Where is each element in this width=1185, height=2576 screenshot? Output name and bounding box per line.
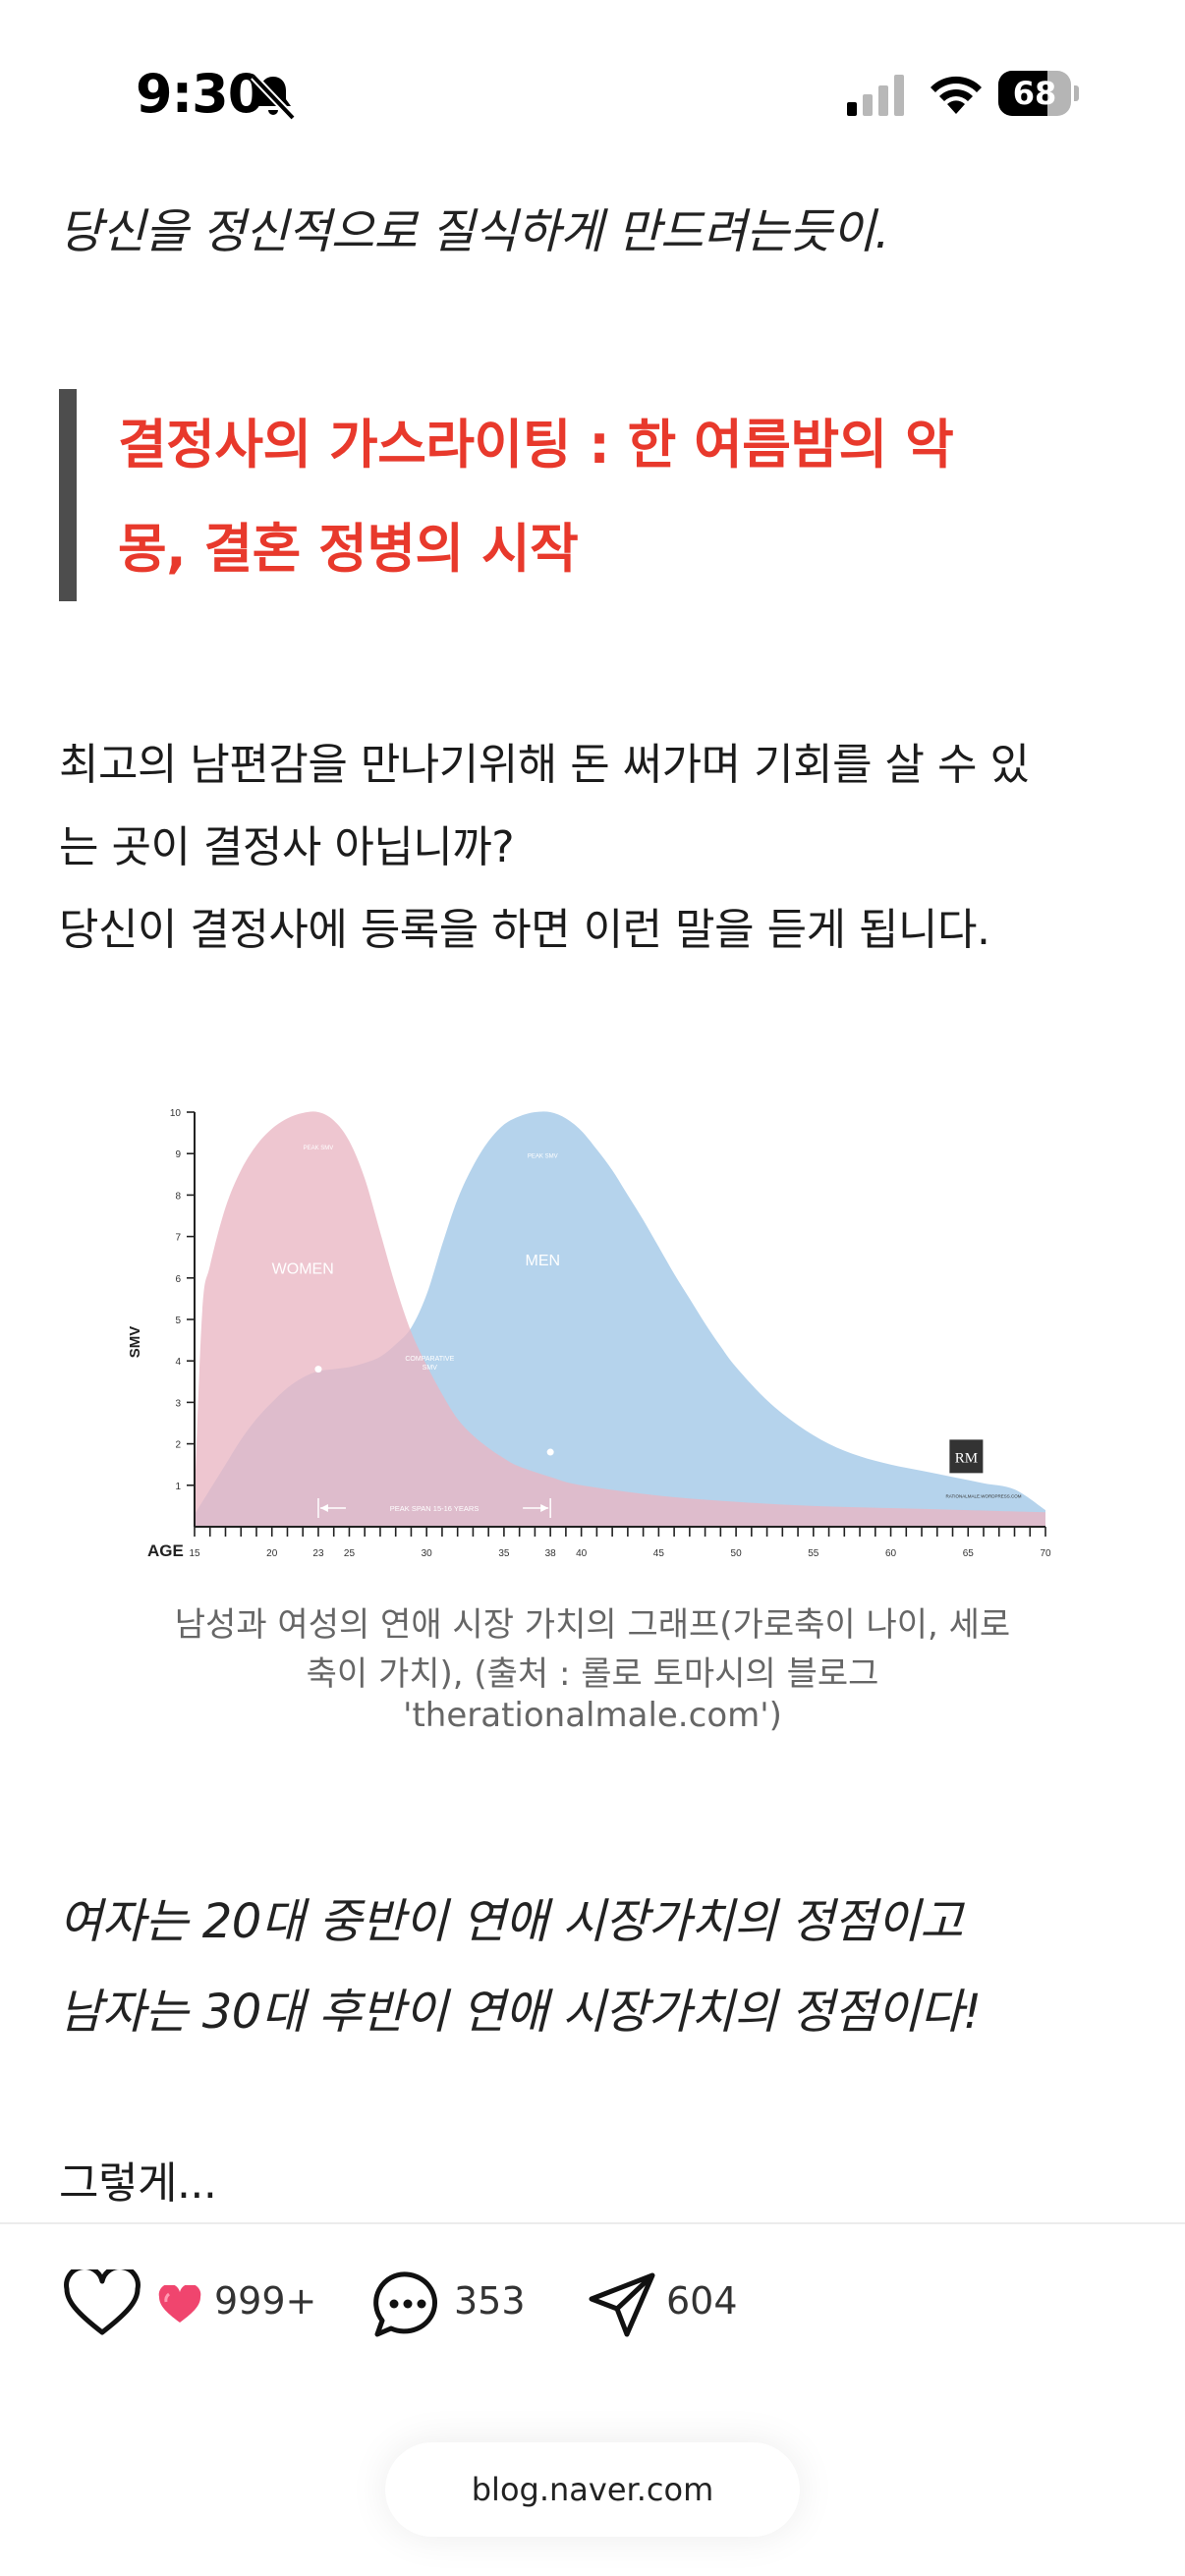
y-axis-label: SMV xyxy=(127,1326,143,1359)
url-bar[interactable]: blog.naver.com xyxy=(385,2442,800,2537)
peak-span-label: PEAK SPAN 15-16 YEARS xyxy=(390,1504,480,1513)
x-tick-label: 25 xyxy=(344,1548,356,1559)
watermark-text: RM xyxy=(955,1450,978,1466)
comment-button[interactable]: 353 xyxy=(371,2262,529,2340)
x-tick-label: 55 xyxy=(808,1548,819,1559)
peak-marker xyxy=(546,1448,554,1456)
y-tick-label: 4 xyxy=(175,1357,181,1368)
x-tick-label: 65 xyxy=(963,1548,975,1559)
x-tick-label: 30 xyxy=(422,1548,433,1559)
crossover-label: SMV xyxy=(423,1365,438,1372)
y-tick-label: 7 xyxy=(175,1233,181,1244)
x-tick-label: 50 xyxy=(731,1548,743,1559)
x-tick-label: 40 xyxy=(576,1548,588,1559)
heart-reaction-icon xyxy=(158,2285,201,2323)
closing-line: 그렇게... xyxy=(59,2158,217,2209)
peak-span-arrowhead-right xyxy=(540,1504,549,1513)
comment-count: 353 xyxy=(454,2279,526,2323)
x-tick-label: 70 xyxy=(1040,1548,1051,1559)
peak-label-women: PEAK SMV xyxy=(304,1146,334,1151)
wifi-icon xyxy=(931,76,982,114)
watermark-badge xyxy=(949,1439,984,1474)
battery-level: 68 xyxy=(1012,75,1057,112)
smv-chart[interactable]: 15 20 23 25 30 35 38 40 45 50 55 60 65 70 1 2 3 4 5 6 7 8 9 10 A… xyxy=(118,1106,1061,1588)
x-tick-label: 23 xyxy=(312,1548,324,1559)
y-tick-label: 8 xyxy=(175,1191,181,1202)
heart-outline-icon xyxy=(64,2269,141,2335)
italic-line-1: 여자는 20대 중반이 연애 시장가치의 정점이고 xyxy=(59,1894,963,1949)
y-tick-label: 3 xyxy=(175,1398,181,1409)
italic-line-2: 남자는 30대 후반이 연애 시장가치의 정점이다! xyxy=(59,1985,982,2040)
silent-bell-icon xyxy=(251,74,296,120)
battery-fill xyxy=(998,71,1048,116)
like-button[interactable]: 999+ xyxy=(63,2262,316,2340)
share-button[interactable]: 604 xyxy=(588,2262,745,2340)
y-tick-label: 6 xyxy=(175,1274,181,1285)
quote-line-1: 결정사의 가스라이팅 : 한 여름밤의 악 xyxy=(118,414,954,476)
paragraph-line-3: 당신이 결정사에 등록을 하면 이런 말을 듣게 됩니다. xyxy=(59,905,990,955)
cellular-signal-icon xyxy=(847,75,904,116)
caption-line-3: 'therationalmale.com') xyxy=(403,1696,782,1735)
intro-line: 당신을 정신적으로 질식하게 만드려는듯이. xyxy=(59,204,889,259)
action-bar-divider xyxy=(0,2222,1185,2224)
x-tick-label: 20 xyxy=(266,1548,278,1559)
like-count: 999+ xyxy=(214,2279,317,2323)
peak-span-arrowhead-left xyxy=(319,1504,328,1513)
status-time: 9:30 xyxy=(136,63,264,125)
quote-bar xyxy=(59,389,77,601)
x-tick-label: 60 xyxy=(885,1548,897,1559)
x-axis-label: AGE xyxy=(147,1541,184,1560)
caption-line-2: 축이 가치), (출처 : 롤로 토마시의 블로그 xyxy=(306,1654,879,1694)
battery-indicator: 68 xyxy=(998,71,1079,116)
series-label-women: WOMEN xyxy=(272,1261,334,1278)
y-tick-label: 10 xyxy=(170,1108,182,1119)
quote-line-2: 몽, 결혼 정병의 시작 xyxy=(118,518,579,580)
x-tick-label: 38 xyxy=(545,1548,557,1559)
crossover-label: COMPARATIVE xyxy=(405,1356,454,1363)
smv-chart-svg: 15 20 23 25 30 35 38 40 45 50 55 60 65 7012345678910A… xyxy=(127,1108,1051,1560)
paragraph-line-2: 는 곳이 결정사 아닙니까? xyxy=(59,822,515,872)
peak-marker xyxy=(314,1366,322,1373)
peak-label-men: PEAK SMV xyxy=(528,1153,558,1159)
status-bar: 9:30 68 xyxy=(0,0,1185,187)
y-tick-label: 5 xyxy=(175,1316,181,1326)
watermark-site: RATIONALMALE.WORDPRESS.COM xyxy=(946,1493,1022,1498)
y-tick-label: 9 xyxy=(175,1149,181,1160)
comment-bubble-icon xyxy=(373,2271,438,2337)
x-tick-label: 35 xyxy=(498,1548,510,1559)
caption-line-1: 남성과 여성의 연애 시장 가치의 그래프(가로축이 나이, 세로 xyxy=(174,1605,1011,1645)
series-label-men: MEN xyxy=(525,1253,560,1269)
send-paper-plane-icon xyxy=(589,2272,655,2337)
x-tick-label: 15 xyxy=(189,1548,200,1559)
x-tick-label: 45 xyxy=(653,1548,665,1559)
y-tick-label: 1 xyxy=(175,1482,181,1492)
series-area-women xyxy=(195,1111,1045,1527)
share-count: 604 xyxy=(666,2279,738,2323)
y-tick-label: 2 xyxy=(175,1440,181,1451)
paragraph-line-1: 최고의 남편감을 만나기위해 돈 써가며 기회를 살 수 있 xyxy=(59,740,1030,790)
